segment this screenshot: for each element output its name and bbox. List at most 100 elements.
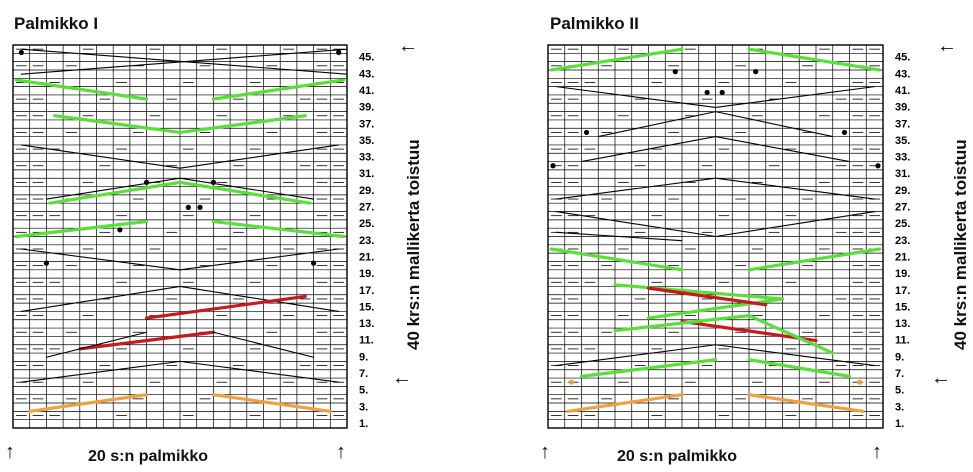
chart-2-green-cable-line <box>613 313 751 333</box>
chart-1-orange-cable-line <box>28 393 149 413</box>
chart-2-cable-line <box>714 344 876 367</box>
chart-2-cable-line <box>714 111 834 138</box>
chart-2-green-cable-line <box>646 297 785 320</box>
chart-2-purl-dot <box>583 129 590 136</box>
chart-2-left-arrow-top: ← <box>937 35 957 57</box>
chart-2-green-cable-line <box>747 47 882 72</box>
chart-1-row-label: 17. <box>359 285 374 297</box>
chart-2-row-label: 41. <box>895 85 910 97</box>
chart-2-purl-dot <box>568 379 575 385</box>
chart-2-purl-dot <box>719 89 725 96</box>
chart-1-cable-line <box>20 360 181 383</box>
chart-2-row-label: 45. <box>895 52 910 64</box>
chart-1-green-cable-line <box>14 78 149 101</box>
chart-1-row-label: 21. <box>359 251 374 263</box>
chart-1-green-cable-line <box>48 180 182 205</box>
chart-2-row-label: 39. <box>895 102 910 114</box>
chart-1-row-label: 35. <box>359 135 374 147</box>
chart-1-cable-line <box>45 177 181 200</box>
chart-2-row-label: 19. <box>895 268 910 280</box>
chart-1-green-cable-line <box>178 114 307 135</box>
chart-1-bottom-label: 20 s:n palmikko <box>88 448 209 465</box>
chart-1-row-label: 3. <box>359 401 368 413</box>
chart-1-row-label: 29. <box>359 185 374 197</box>
chart-2-cable-line <box>597 111 717 138</box>
chart-1-cable-line <box>20 285 181 312</box>
chart-2-green-cable-line <box>747 313 835 355</box>
chart-2-green-cable-line <box>613 283 785 301</box>
chart-2-green-cable-line <box>747 247 882 272</box>
chart-2-cable-line <box>555 344 717 367</box>
chart-2-row-label: 5. <box>895 385 904 397</box>
chart-2-row-label: 1. <box>895 418 904 430</box>
chart-1-title: Palmikko I <box>14 14 99 33</box>
chart-2-up-arrow-left: ↑ <box>540 441 550 463</box>
chart-1-purl-dot <box>311 260 317 266</box>
chart-1-green-cable-line <box>14 219 149 239</box>
chart-1-row-label: 31. <box>359 168 374 180</box>
chart-1-cable-line <box>179 144 340 169</box>
chart-1-green-cable-line <box>211 78 346 101</box>
chart-2-orange-cable-line <box>747 393 865 413</box>
chart-1-cable-line <box>20 248 181 271</box>
chart-2-row-label: 31. <box>895 168 910 180</box>
chart-2-cable-line <box>714 136 851 163</box>
chart-2-cable-line <box>580 136 717 163</box>
chart-2-up-arrow-right: ↑ <box>872 441 882 463</box>
chart-2-row-label: 7. <box>895 368 904 380</box>
chart-2-left-arrow-bottom: ← <box>931 367 951 389</box>
chart-1-row-label: 9. <box>359 351 368 363</box>
chart-2-cable-line <box>555 231 683 242</box>
chart-1-cable-line <box>179 285 340 312</box>
chart-1-cable-line <box>20 144 181 169</box>
chart-1-left-arrow-top: ← <box>398 35 418 57</box>
chart-2-row-label: 33. <box>895 152 910 164</box>
chart-1-row-label: 25. <box>359 218 374 230</box>
chart-2-green-cable-line <box>579 358 718 378</box>
chart-2-purl-dot <box>875 163 881 169</box>
chart-2-row-label: 9. <box>895 351 904 363</box>
chart-1-purl-dot <box>144 179 150 185</box>
chart-1-purl-dot <box>43 260 50 266</box>
chart-2-row-label: 27. <box>895 202 910 214</box>
chart-2-row-label: 17. <box>895 285 910 297</box>
chart-2-purl-dot <box>753 69 759 75</box>
chart-2-cable-line <box>714 86 876 108</box>
chart-2-row-label: 25. <box>895 218 910 230</box>
chart-2-row-label: 21. <box>895 251 910 263</box>
chart-1-row-label: 45. <box>359 52 374 64</box>
chart-1-green-cable-line <box>53 114 182 135</box>
chart-2-purl-dot <box>550 163 556 169</box>
chart-1-cable-line <box>179 248 340 271</box>
chart-2-row-label: 13. <box>895 318 910 330</box>
chart-1-row-label: 23. <box>359 235 374 247</box>
chart-1-cable-line <box>45 331 148 358</box>
chart-1-cable-line <box>20 48 348 75</box>
chart-2-cable-line <box>714 210 876 238</box>
chart-2-green-cable-line <box>549 47 684 72</box>
chart-1-purl-dot <box>117 227 123 233</box>
chart-2-red-cable-line <box>646 286 768 307</box>
chart-2-row-label: 11. <box>895 335 910 347</box>
chart-1-green-cable-line <box>178 180 312 205</box>
chart-2-green-cable-line <box>549 247 684 272</box>
chart-1-green-cable-line <box>211 219 346 239</box>
chart-2-purl-dot <box>856 379 863 385</box>
chart-1-row-label: 33. <box>359 152 374 164</box>
chart-1-cable-line <box>179 360 340 383</box>
chart-1-row-label: 37. <box>359 118 374 130</box>
chart-1-row-label: 27. <box>359 202 374 214</box>
chart-1-cable-line <box>179 177 315 200</box>
chart-2-row-label: 3. <box>895 401 904 413</box>
chart-2-cable-line <box>555 86 717 108</box>
chart-1-row-label: 11. <box>359 335 374 347</box>
chart-2-title: Palmikko II <box>550 14 639 33</box>
chart-1-purl-dot <box>210 179 216 185</box>
chart-2-row-label: 35. <box>895 135 910 147</box>
chart-1-purl-dot <box>336 49 342 56</box>
chart-1-row-label: 41. <box>359 85 374 97</box>
chart-2-purl-dot <box>841 129 848 136</box>
chart-2-row-label: 29. <box>895 185 910 197</box>
chart-1-row-label: 1. <box>359 418 368 430</box>
